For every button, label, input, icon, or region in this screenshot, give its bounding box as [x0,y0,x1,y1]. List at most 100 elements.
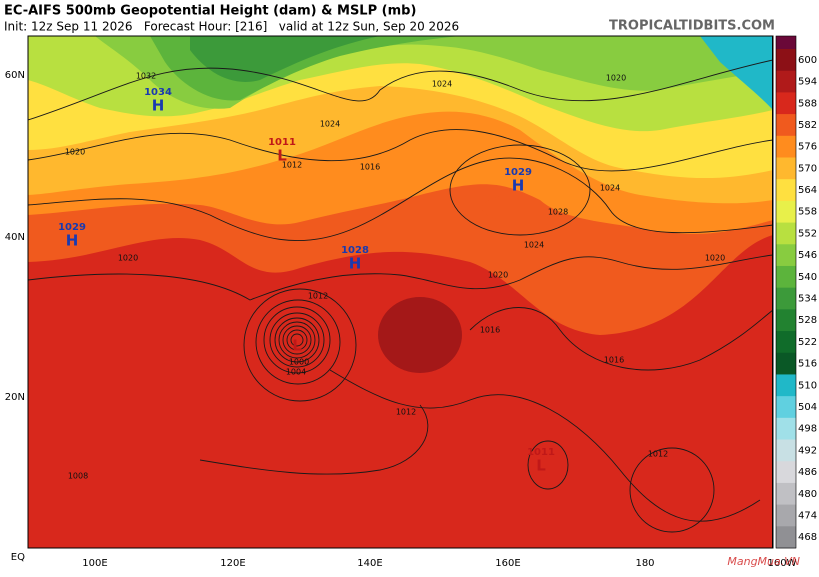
colorbar-label: 468 [798,532,817,543]
typhoon-isobars [243,288,357,402]
isobar [28,157,773,242]
isobar [469,307,773,371]
colorbar-label: 552 [798,228,817,239]
center-letter: L [536,457,546,475]
colorbar-frame [775,35,797,549]
colorbar-label: 540 [798,272,817,283]
colorbar-swatch [776,92,796,115]
colorbar-swatch [776,49,796,72]
isobar [28,129,773,172]
colorbar-label: 576 [798,142,817,153]
isobar-label: 1024 [524,241,544,250]
colorbar-label: 474 [798,510,817,521]
colorbar-label: 528 [798,315,817,326]
colorbar-swatch [776,265,796,289]
latitude-label: 60N [5,70,25,81]
isobar [629,447,715,533]
map: 1032 1020 1024 1020 1016 1012 1024 1028 1024 1020… [28,36,773,548]
subtitle: Init: 12z Sep 11 2026 Forecast Hour: [21… [4,20,459,34]
colorbar-label: 480 [798,489,817,500]
map-frame [27,35,774,549]
center-letter: L [277,147,287,165]
isobar-label: 1012 [648,450,668,459]
colorbar-top [776,36,796,51]
field-540 [190,36,380,82]
isobar-label: 1016 [604,356,624,365]
colorbar-swatch [776,157,796,180]
longitude-label: 120E [220,558,245,569]
field-582 [482,194,558,222]
watermark: MangMua.VN [727,555,800,568]
isobar-label: 1032 [136,72,156,81]
center-letter: H [66,232,79,250]
longitude-label: 100E [82,558,107,569]
colorbar-swatch [776,396,796,419]
colorbar-swatch [776,179,796,202]
colorbar-swatch [776,70,796,93]
colorbar-label: 492 [798,445,817,456]
colorbar-label: 516 [798,359,817,370]
latitude-label: EQ [11,552,25,563]
isobar [199,404,429,475]
colorbar-label: 510 [798,380,817,391]
colorbar-swatch [776,504,796,527]
center-pressure: 1028 [341,245,369,256]
colorbar-label: 594 [798,77,817,88]
colorbar-swatch [776,352,796,375]
isobar-label: 1020 [705,254,725,263]
colorbar-label: 546 [798,250,817,261]
colorbar-label: 570 [798,163,817,174]
field-510 [700,36,773,110]
colorbar-swatch [776,309,796,332]
isobar-label: 1020 [488,271,508,280]
center-pressure: 1034 [144,87,172,98]
isobar-label: 1000 [289,358,309,367]
colorbar-swatch [776,287,796,310]
colorbar-label: 498 [798,424,817,435]
colorbar-swatch [776,331,796,354]
isobar-label: 1020 [118,254,138,263]
isobar [527,440,569,490]
isobar-label: 1024 [600,184,620,193]
isobar-label: 1012 [396,408,416,417]
site-name: TROPICALTIDBITS.COM [609,19,775,34]
longitude-label: 140E [357,558,382,569]
isobar [28,59,773,121]
title: EC-AIFS 500mb Geopotential Height (dam) … [4,4,416,19]
latitude-label: 40N [5,232,25,243]
longitude-label: 160E [495,558,520,569]
isobar-label: 1024 [320,120,340,129]
colorbar-label: 582 [798,120,817,131]
isobar-label: 1028 [548,208,568,217]
colorbar-swatch [776,374,796,397]
colorbar-swatch [776,439,796,462]
isobar-label: 1012 [282,161,302,170]
center-letter: H [349,255,362,273]
isobar-label: 1012 [308,292,328,301]
colorbar-swatch [776,222,796,245]
colorbar-swatch [776,244,796,267]
colorbar-label: 486 [798,467,817,478]
longitude-label: 180 [635,558,654,569]
field-594 [378,297,462,373]
isobar-label: 1016 [360,163,380,172]
colorbar-swatch [776,135,796,158]
colorbar-label: 600 [798,55,817,66]
isobar [329,369,761,522]
center-letter: H [512,177,525,195]
longitude-label: 160W [768,558,797,569]
center-letter: H [152,97,165,115]
colorbar-swatch [776,461,796,484]
colorbar-label: 522 [798,337,817,348]
colorbar-swatch [776,114,796,137]
colorbar-swatch [776,526,796,549]
isobar-label: 1024 [432,80,452,89]
colorbar-label: 504 [798,402,817,413]
isobar-label: 1016 [480,326,500,335]
center-pressure: 1011 [527,447,555,458]
isobar [449,144,591,236]
isobar-label: 1020 [65,148,85,157]
center-letter: L [292,337,302,355]
isobar-label: 1020 [606,74,626,83]
